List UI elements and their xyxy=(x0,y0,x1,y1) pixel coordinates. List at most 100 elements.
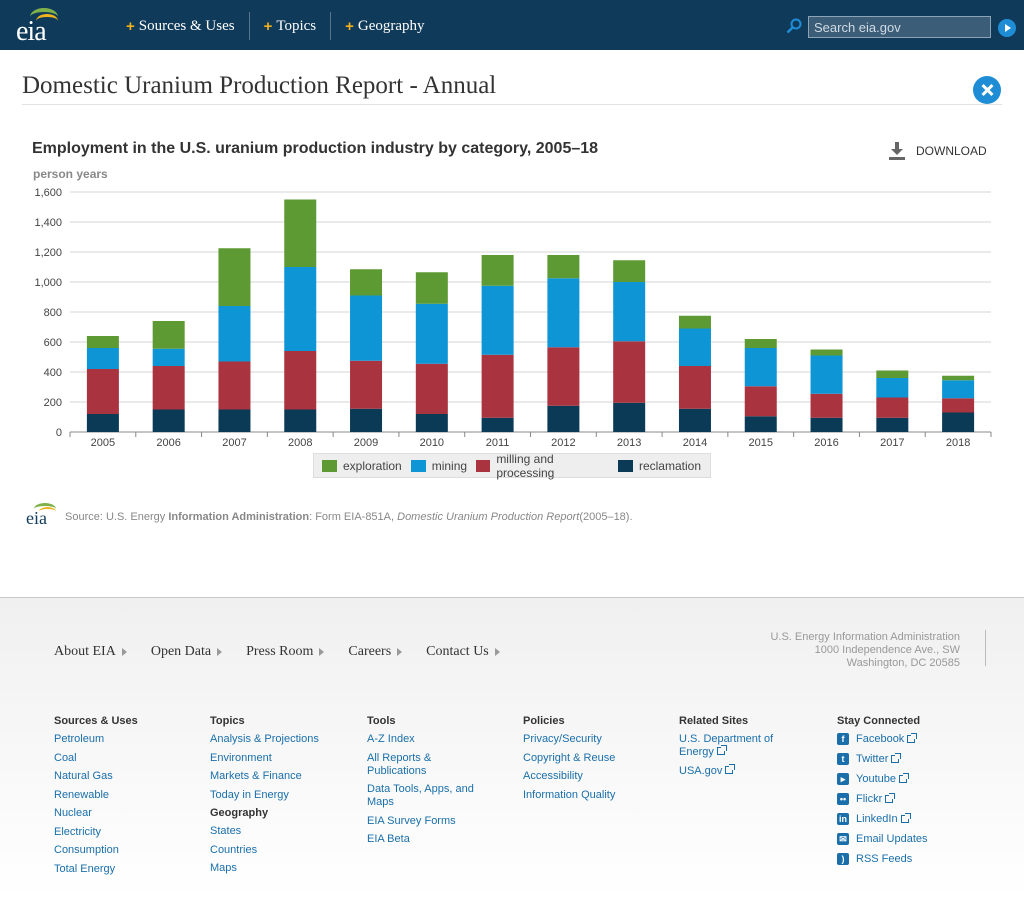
bar-reclamation-2008 xyxy=(284,409,317,432)
close-icon[interactable] xyxy=(973,76,1001,104)
chevron-right-icon xyxy=(319,648,325,656)
bar-exploration-2017 xyxy=(876,370,909,378)
footer: About EIA Open Data Press Room Careers C… xyxy=(0,597,1024,899)
footer-link[interactable]: States xyxy=(210,825,242,837)
external-link-icon xyxy=(891,753,902,763)
chart-source-note: Source: U.S. Energy Information Administ… xyxy=(65,511,633,523)
bar-milling-and-processing-2016 xyxy=(810,393,843,418)
x-tick-label: 2016 xyxy=(814,437,838,449)
plus-icon: + xyxy=(126,17,135,35)
page-title: Domestic Uranium Production Report - Ann… xyxy=(22,72,497,99)
legend-label: mining xyxy=(431,458,468,473)
bar-exploration-2016 xyxy=(810,349,843,356)
footer-link[interactable]: Petroleum xyxy=(54,733,105,745)
legend-item-mining[interactable]: mining xyxy=(410,458,468,473)
footer-nav-press-room[interactable]: Press Room xyxy=(246,644,325,660)
bar-mining-2009 xyxy=(350,295,383,361)
nav-geography[interactable]: + Geography xyxy=(345,17,425,35)
external-link-icon xyxy=(898,773,909,783)
footer-link[interactable]: Analysis & Projections xyxy=(210,733,319,745)
y-tick-label: 600 xyxy=(44,337,62,349)
footer-link[interactable]: Today in Energy xyxy=(210,788,289,801)
footer-link[interactable]: EIA Survey Forms xyxy=(367,814,456,827)
footer-link[interactable]: Natural Gas xyxy=(54,770,113,782)
search-input[interactable] xyxy=(808,16,991,38)
linkedin-link[interactable]: in LinkedIn xyxy=(837,813,928,825)
download-button[interactable]: DOWNLOAD xyxy=(888,142,987,160)
footer-link[interactable]: All Reports & Publications xyxy=(367,751,432,777)
x-tick-label: 2005 xyxy=(91,437,115,449)
bar-mining-2014 xyxy=(678,328,711,366)
bar-milling-and-processing-2017 xyxy=(876,397,909,418)
footer-link[interactable]: A-Z Index xyxy=(367,733,415,745)
chevron-right-icon xyxy=(217,648,223,656)
footer-link[interactable]: Privacy/Security xyxy=(523,733,602,745)
footer-link[interactable]: USA.gov xyxy=(679,763,789,778)
nav-sources-uses[interactable]: + Sources & Uses xyxy=(112,12,250,40)
footer-link[interactable]: Total Energy xyxy=(54,862,116,875)
x-tick-label: 2017 xyxy=(880,437,904,449)
y-tick-label: 1,000 xyxy=(34,277,62,289)
legend-item-reclamation[interactable]: reclamation xyxy=(617,459,701,473)
y-tick-label: 1,200 xyxy=(34,247,62,259)
footer-link[interactable]: Renewable xyxy=(54,788,110,801)
youtube-link[interactable]: ▸ Youtube xyxy=(837,773,928,785)
footer-link[interactable]: Consumption xyxy=(54,844,119,856)
footer-link[interactable]: U.S. Department of Energy xyxy=(679,733,774,758)
footer-link[interactable]: EIA Beta xyxy=(367,833,410,845)
footer-link[interactable]: Nuclear xyxy=(54,807,92,819)
footer-link[interactable]: Accessibility xyxy=(523,770,583,782)
bar-milling-and-processing-2009 xyxy=(350,360,383,409)
footer-link[interactable]: Markets & Finance xyxy=(210,770,302,782)
legend-label: exploration xyxy=(343,458,402,473)
x-tick-label: 2011 xyxy=(486,437,510,449)
bar-reclamation-2016 xyxy=(810,417,843,432)
bar-milling-and-processing-2008 xyxy=(284,351,317,410)
y-tick-label: 200 xyxy=(44,397,62,409)
legend-item-exploration[interactable]: exploration xyxy=(322,459,402,473)
flickr-link[interactable]: •• Flickr xyxy=(837,793,928,805)
bar-milling-and-processing-2007 xyxy=(218,361,251,410)
footer-link[interactable]: Data Tools, Apps, and Maps xyxy=(367,783,474,808)
footer-link[interactable]: Countries xyxy=(210,843,258,856)
footer-col-tools: Tools A-Z Index All Reports & Publicatio… xyxy=(367,715,477,852)
footer-nav-contact[interactable]: Contact Us xyxy=(426,644,500,660)
bar-exploration-2013 xyxy=(613,260,646,282)
footer-link[interactable]: Information Quality xyxy=(523,788,616,801)
footer-nav-open-data[interactable]: Open Data xyxy=(151,644,223,660)
search-submit-button[interactable] xyxy=(998,19,1016,37)
x-tick-label: 2015 xyxy=(749,437,773,449)
footer-link[interactable]: Maps xyxy=(210,862,237,874)
bar-mining-2005 xyxy=(86,348,119,369)
footer-link[interactable]: Coal xyxy=(54,751,77,764)
external-link-icon xyxy=(885,793,896,803)
footer-nav-about[interactable]: About EIA xyxy=(54,644,127,660)
footer-link[interactable]: Copyright & Reuse xyxy=(523,751,616,764)
chart-y-axis-label: person years xyxy=(33,167,108,181)
legend-item-milling-and-processing[interactable]: milling and processing xyxy=(476,452,609,480)
footer-link[interactable]: Electricity xyxy=(54,825,102,838)
footer-link[interactable]: Environment xyxy=(210,751,272,764)
bar-milling-and-processing-2013 xyxy=(613,341,646,403)
external-link-icon xyxy=(716,745,727,755)
external-link-icon xyxy=(725,763,736,774)
bar-milling-and-processing-2014 xyxy=(678,366,711,409)
rss-feeds-link[interactable]: ) RSS Feeds xyxy=(837,853,928,865)
bar-mining-2015 xyxy=(744,348,777,387)
search-icon[interactable] xyxy=(786,18,802,34)
twitter-link[interactable]: t Twitter xyxy=(837,753,928,765)
bar-milling-and-processing-2010 xyxy=(415,363,448,414)
external-link-icon xyxy=(907,733,918,743)
legend-swatch xyxy=(410,459,426,472)
bar-reclamation-2014 xyxy=(678,408,711,432)
x-tick-label: 2013 xyxy=(617,437,641,449)
bar-exploration-2006 xyxy=(152,321,185,349)
bar-mining-2007 xyxy=(218,306,251,362)
email-updates-link[interactable]: ✉ Email Updates xyxy=(837,833,928,845)
facebook-link[interactable]: f Facebook xyxy=(837,733,928,745)
nav-topics[interactable]: + Topics xyxy=(250,12,332,40)
bar-mining-2010 xyxy=(415,303,448,364)
eia-logo[interactable]: eia xyxy=(16,8,60,47)
footer-nav-careers[interactable]: Careers xyxy=(348,644,403,660)
bar-milling-and-processing-2005 xyxy=(86,369,119,414)
